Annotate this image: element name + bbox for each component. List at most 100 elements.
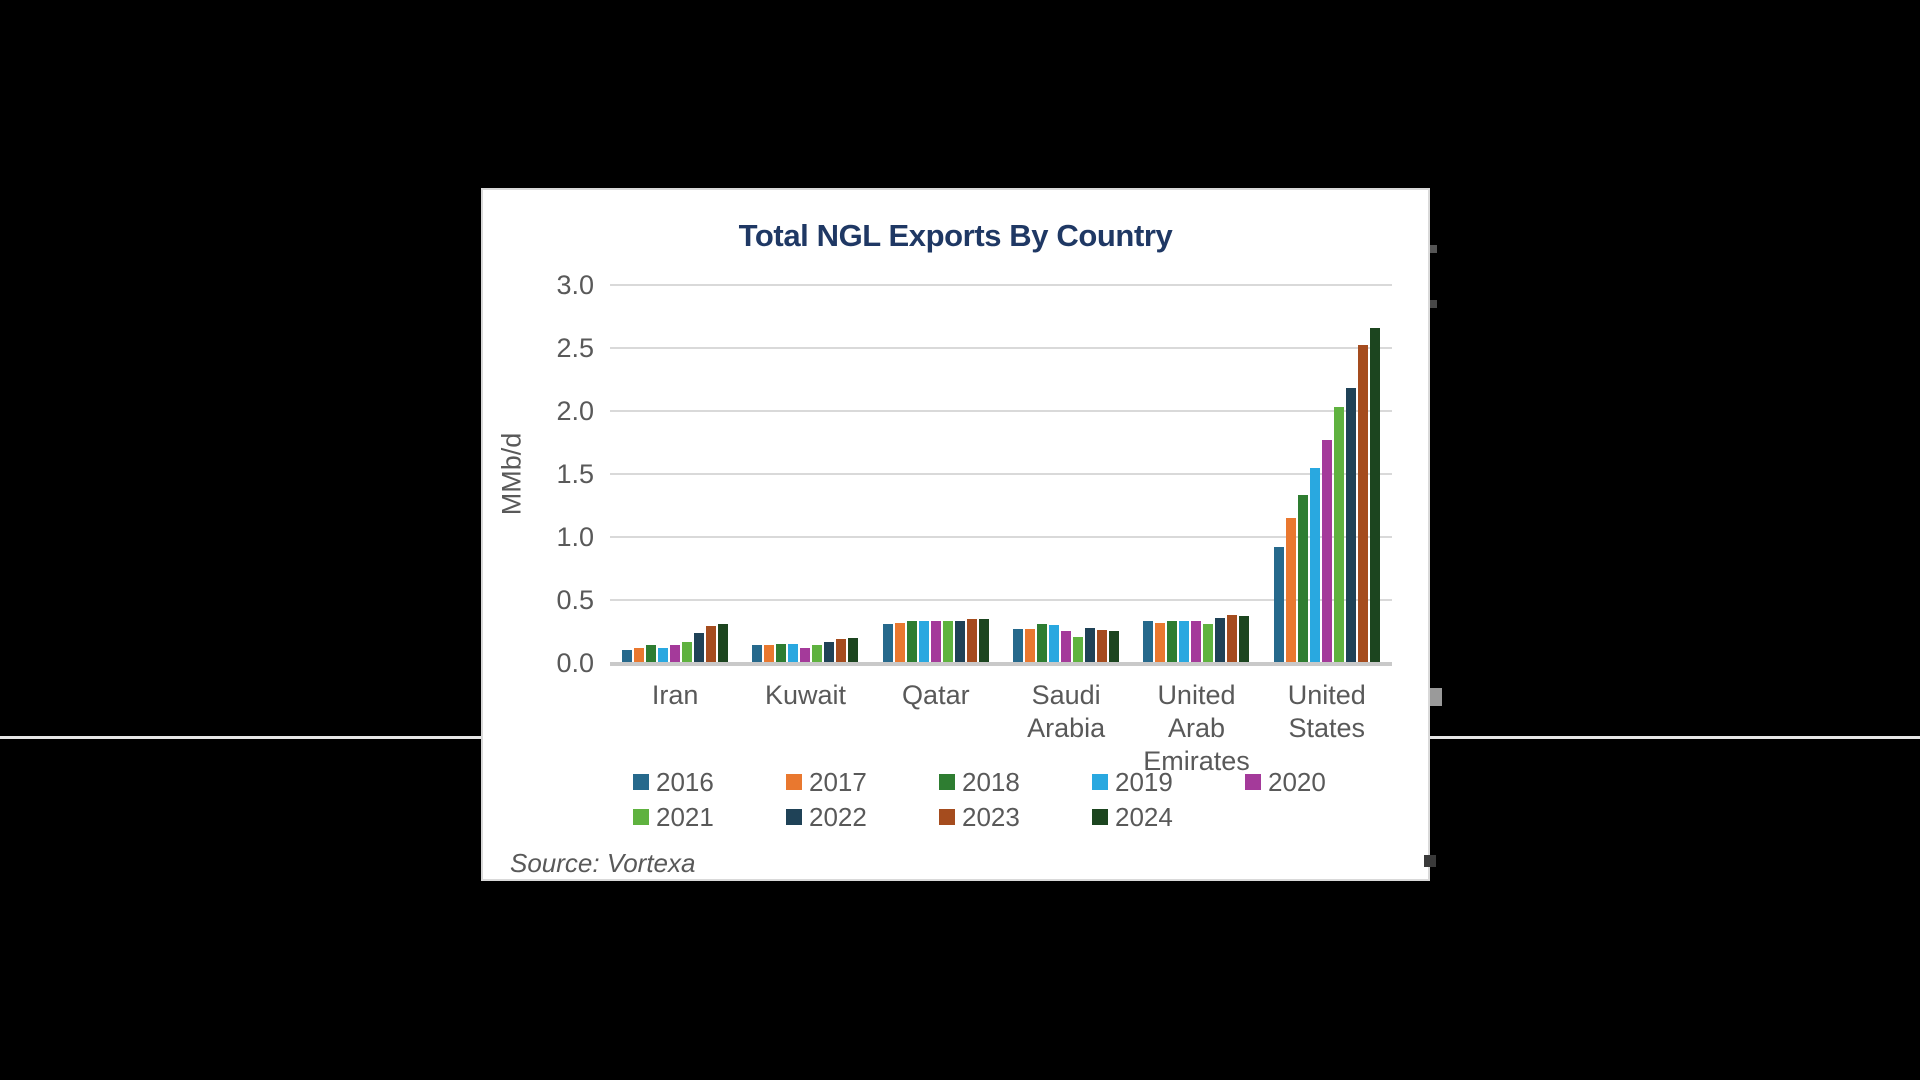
y-tick-label-2.5: 2.5 [556, 333, 594, 363]
bar-groups [610, 285, 1392, 663]
bar-group-qatar [871, 285, 1001, 663]
x-label-united-arab-emirates: United Arab Emirates [1131, 679, 1261, 778]
bar-2018-iran [646, 645, 657, 663]
x-label-text: Iran [651, 680, 699, 710]
bar-2020-united-arab-emirates [1191, 621, 1202, 663]
stray-line-left [0, 736, 481, 739]
chart-legend: 2016 2017 2018 2019 2020 2021 2022 2023 2024 [633, 766, 1398, 832]
gridline-2.0 [610, 410, 1392, 412]
bar-2024-qatar [978, 619, 989, 663]
bar-2023-iran [706, 626, 717, 663]
bar-2024-iran [718, 624, 729, 663]
legend-item-2019: 2019 [1092, 766, 1245, 797]
bar-2019-qatar [918, 621, 929, 663]
chart-card: Total NGL Exports By Country MMb/d 3.0 2.… [481, 188, 1430, 881]
bar-2024-saudi-arabia [1109, 631, 1120, 663]
y-tick-label-1.5: 1.5 [556, 459, 594, 489]
bar-2019-united-arab-emirates [1179, 621, 1190, 663]
legend-label-2023: 2023 [962, 801, 1020, 832]
legend-item-2020: 2020 [1245, 766, 1398, 797]
bar-group-kuwait [740, 285, 870, 663]
bar-group-iran [610, 285, 740, 663]
x-label-text: Saudi Arabia [1027, 680, 1106, 743]
bar-2023-united-states [1357, 345, 1368, 663]
y-tick-label-3.0: 3.0 [556, 270, 594, 300]
bar-2023-united-arab-emirates [1227, 615, 1238, 663]
bar-2022-united-arab-emirates [1215, 618, 1226, 663]
legend-item-2018: 2018 [939, 766, 1092, 797]
legend-label-2022: 2022 [809, 801, 867, 832]
legend-item-2023: 2023 [939, 801, 1092, 832]
legend-swatch-2018 [939, 774, 955, 790]
bar-2016-iran [622, 650, 633, 663]
bar-2020-kuwait [800, 648, 811, 663]
bar-2016-qatar [882, 624, 893, 663]
x-label-qatar: Qatar [871, 679, 1001, 778]
legend-item-2024: 2024 [1092, 802, 1245, 832]
x-label-kuwait: Kuwait [740, 679, 870, 778]
bar-2019-iran [658, 648, 669, 663]
x-label-united-states: United States [1262, 679, 1392, 778]
bar-2024-kuwait [848, 638, 859, 663]
bar-2020-united-states [1321, 440, 1332, 663]
legend-swatch-2019 [1092, 774, 1108, 790]
source-note: Source: Vortexa [510, 848, 696, 878]
x-label-text: United Arab Emirates [1143, 680, 1250, 776]
y-tick-label-2.0: 2.0 [556, 396, 594, 426]
y-tick-label-0.0: 0.0 [556, 648, 594, 678]
bar-2016-kuwait [752, 645, 763, 663]
bar-2021-iran [682, 642, 693, 663]
bar-2024-united-states [1369, 328, 1380, 663]
x-label-text: United States [1287, 680, 1366, 743]
stray-notch-gray [1430, 688, 1442, 706]
bar-2019-saudi-arabia [1049, 625, 1060, 663]
legend-swatch-2024 [1092, 809, 1108, 825]
bar-2024-united-arab-emirates [1239, 616, 1250, 663]
x-label-text: Kuwait [764, 680, 847, 710]
legend-label-2018: 2018 [962, 766, 1020, 797]
legend-item-2021: 2021 [633, 801, 786, 832]
gridline-3.0 [610, 284, 1392, 286]
plot-area: MMb/d 3.0 2.5 2.0 1.5 1.0 0.5 0.0 Iran Kuwait Qa… [497, 272, 1392, 776]
stray-notch-mid [1430, 300, 1437, 308]
bar-2018-qatar [906, 621, 917, 663]
bar-2019-united-states [1309, 468, 1320, 663]
bar-2020-qatar [930, 621, 941, 663]
legend-swatch-2022 [786, 809, 802, 825]
legend-label-2019: 2019 [1115, 766, 1173, 797]
bar-2017-qatar [894, 623, 905, 663]
bar-group-united-states [1262, 285, 1392, 663]
bar-2018-united-states [1297, 495, 1308, 663]
bar-2021-kuwait [812, 645, 823, 663]
legend-swatch-2020 [1245, 774, 1261, 790]
legend-label-2020: 2020 [1268, 766, 1326, 797]
legend-item-2016: 2016 [633, 767, 786, 797]
bar-2020-iran [670, 645, 681, 663]
bar-2017-united-states [1285, 518, 1296, 663]
bar-2017-saudi-arabia [1025, 629, 1036, 663]
y-tick-label-1.0: 1.0 [556, 522, 594, 552]
legend-swatch-2023 [939, 809, 955, 825]
bar-2021-united-states [1333, 407, 1344, 663]
bar-2018-saudi-arabia [1037, 624, 1048, 663]
gridline-2.5 [610, 347, 1392, 349]
bar-group-united-arab-emirates [1131, 285, 1261, 663]
x-label-saudi-arabia: Saudi Arabia [1001, 679, 1131, 778]
x-label-text: Qatar [902, 680, 970, 710]
legend-label-2021: 2021 [656, 801, 714, 832]
bar-2017-iran [634, 648, 645, 663]
bar-group-saudi-arabia [1001, 285, 1131, 663]
x-axis-line [610, 662, 1392, 666]
legend-swatch-2021 [633, 809, 649, 825]
bar-2022-qatar [954, 621, 965, 663]
bar-2022-iran [694, 633, 705, 663]
bar-2017-united-arab-emirates [1155, 623, 1166, 663]
bar-2020-saudi-arabia [1061, 631, 1072, 663]
bar-2017-kuwait [764, 645, 775, 663]
bar-2018-kuwait [776, 644, 787, 663]
bar-2021-qatar [942, 621, 953, 663]
bar-2016-saudi-arabia [1013, 629, 1024, 663]
gridline-0.5 [610, 599, 1392, 601]
gridline-1.0 [610, 536, 1392, 538]
